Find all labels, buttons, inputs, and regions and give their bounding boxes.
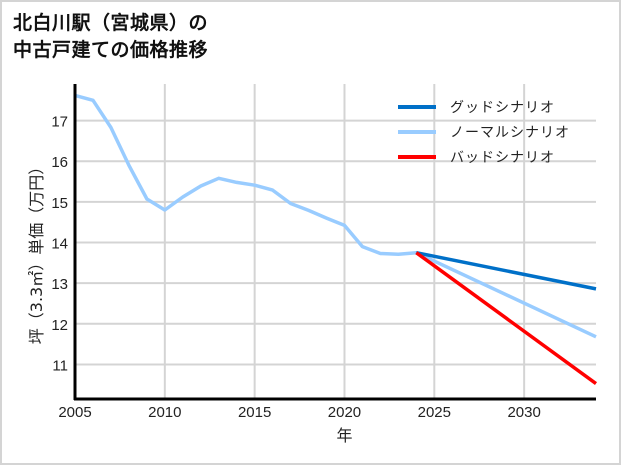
x-tick-label: 2025 [418,404,451,421]
y-tick-label: 11 [52,357,68,374]
legend: グッドシナリオ ノーマルシナリオ バッドシナリオ [398,94,570,169]
chart-title-line2: 中古戸建ての価格推移 [13,39,209,61]
x-tick-label: 2020 [328,404,361,421]
y-tick-label: 12 [51,317,68,334]
legend-swatch-good [398,104,436,109]
legend-item-normal: ノーマルシナリオ [398,119,570,144]
legend-swatch-normal [398,129,436,134]
legend-label-good: グッドシナリオ [450,99,555,116]
x-tick-label: 2030 [507,404,540,421]
legend-item-bad: バッドシナリオ [398,144,570,169]
y-axis-title: 坪（3.3㎡）単価（万円） [27,159,46,344]
series-line [415,250,597,291]
chart-title-line1: 北白川駅（宮城県）の [13,12,209,34]
chart-title: 北白川駅（宮城県）の 中古戸建ての価格推移 [13,10,208,64]
legend-label-normal: ノーマルシナリオ [450,124,570,141]
series-line [415,251,598,386]
y-tick-label: 16 [51,154,68,171]
x-axis-title: 年 [336,426,352,445]
y-tick-label: 17 [51,114,68,131]
x-tick-label: 2005 [58,404,91,421]
legend-item-good: グッドシナリオ [398,94,570,119]
x-tick-label: 2010 [148,404,181,421]
y-tick-label: 14 [51,236,68,253]
x-tick-label: 2015 [238,404,271,421]
legend-label-bad: バッドシナリオ [450,149,555,166]
y-tick-label: 15 [51,195,68,212]
y-tick-label: 13 [51,276,68,293]
legend-swatch-bad [398,154,436,159]
series-line [74,93,597,339]
